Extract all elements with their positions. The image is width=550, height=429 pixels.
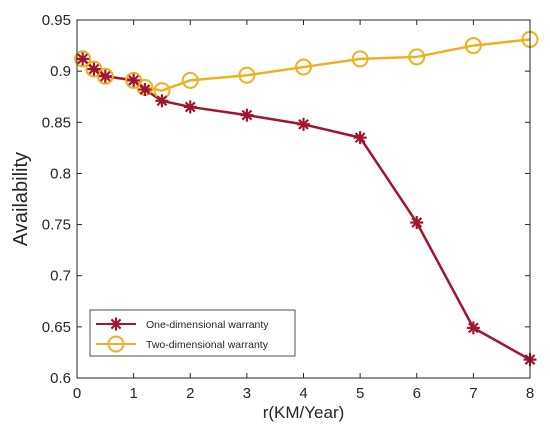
data-point-two-dimensional [74,50,92,68]
data-point-one-dimensional [240,108,254,122]
legend: One-dimensional warranty Two-dimensional… [89,309,296,357]
x-tick-label: 6 [413,385,421,402]
data-point-one-dimensional [98,69,112,83]
y-tick-label: 0.8 [50,165,71,182]
data-point-two-dimensional [238,66,256,84]
x-tick-label: 2 [186,385,194,402]
x-tick-label: 5 [356,385,364,402]
legend-marker-asterisk-icon [109,317,123,331]
ticks-layer: 0 1 2 3 4 5 6 7 8 0.6 0.65 0.7 0.75 0.8 0.85 0.9 0.95 [42,12,534,402]
data-point-one-dimensional [466,321,480,335]
data-point-one-dimensional [183,100,197,114]
y-tick-label: 0.7 [50,268,71,285]
data-point-one-dimensional [155,94,169,108]
x-axis-label: r(KM/Year) [263,403,345,422]
data-point-one-dimensional [127,73,141,87]
series-layer [74,30,539,367]
x-tick-label: 7 [469,385,477,402]
y-axis-label: Availability [10,152,32,246]
data-point-one-dimensional [353,131,367,145]
data-point-one-dimensional [410,216,424,230]
x-tick-label: 1 [129,385,137,402]
x-tick-label: 0 [73,385,81,402]
data-point-one-dimensional [76,52,90,66]
y-tick-label: 0.6 [50,370,71,387]
legend-label-one-dimensional: One-dimensional warranty [146,319,269,331]
y-tick-label: 0.95 [42,12,71,29]
y-tick-label: 0.75 [42,217,71,234]
y-tick-label: 0.65 [42,319,71,336]
data-point-one-dimensional [297,117,310,131]
legend-marker-circle-icon [107,335,125,353]
legend-circle-mark [107,335,125,353]
legend-label-two-dimensional: Two-dimensional warranty [146,339,269,351]
data-point-one-dimensional [87,62,101,76]
data-point-one-dimensional [138,83,152,97]
data-point-two-dimensional [96,67,114,85]
x-tick-label: 4 [299,385,307,402]
x-tick-label: 8 [526,385,534,402]
y-tick-label: 0.85 [42,114,71,131]
legend-box [89,309,296,357]
x-tick-label: 3 [243,385,251,402]
data-point-two-dimensional [295,58,312,76]
data-point-two-dimensional [408,48,426,66]
data-point-two-dimensional [464,37,482,55]
data-point-two-dimensional [351,50,369,68]
legend-entry-one-dimensional: One-dimensional warranty [96,317,269,331]
y-tick-label: 0.9 [50,63,71,80]
legend-entry-two-dimensional: Two-dimensional warranty [96,335,269,353]
legend-asterisk-mark [109,317,123,331]
data-point-two-dimensional [181,71,199,89]
